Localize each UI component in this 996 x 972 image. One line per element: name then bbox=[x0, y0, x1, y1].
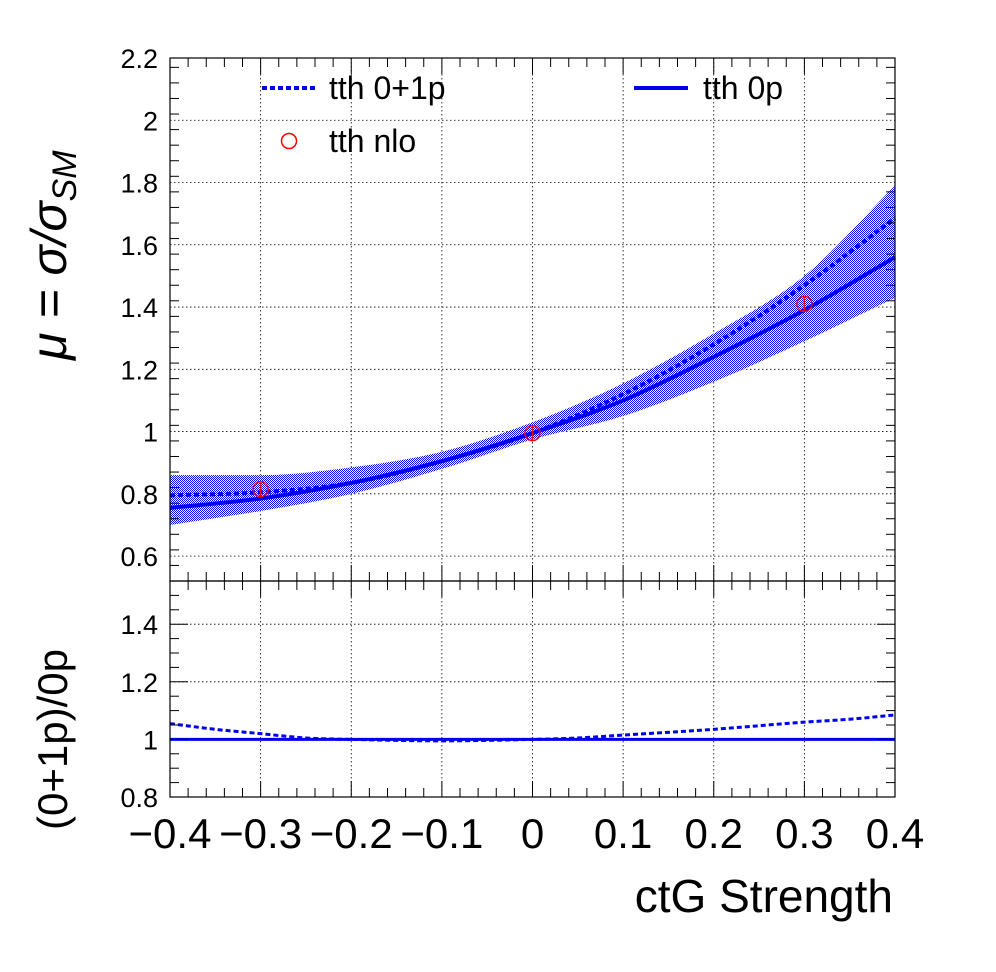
top-y-tick-label: 1.2 bbox=[120, 355, 158, 385]
bottom-y-tick-label: 1.4 bbox=[120, 610, 158, 640]
y-axis-label-main: μ = σ/σ bbox=[21, 200, 77, 362]
x-axis-label: ctG Strength bbox=[635, 870, 893, 922]
legend-label-tth-0p1p: tth 0+1p bbox=[329, 70, 446, 106]
legend: tth 0+1p tth 0p tth nlo bbox=[262, 70, 783, 159]
x-tick-label: 0.1 bbox=[594, 810, 652, 857]
nlo-marker bbox=[524, 424, 541, 442]
top-y-axis-label: μ = σ/σSM bbox=[21, 150, 84, 362]
top-y-tick-label: 0.8 bbox=[120, 480, 158, 510]
x-tick-labels: −0.4 −0.3 −0.2 −0.1 0 0.1 0.2 0.3 0.4 bbox=[129, 810, 925, 857]
top-panel-ticks bbox=[169, 58, 896, 582]
bottom-y-tick-label: 1 bbox=[143, 725, 158, 755]
legend-swatch-marker bbox=[280, 132, 298, 150]
x-tick-label: −0.1 bbox=[400, 810, 483, 857]
top-y-tick-labels: 0.6 0.8 1 1.2 1.4 1.6 1.8 2 2.2 bbox=[120, 44, 158, 572]
nlo-marker bbox=[252, 480, 269, 498]
bottom-y-tick-label: 0.8 bbox=[120, 783, 158, 813]
x-tick-label: 0 bbox=[521, 810, 544, 857]
top-y-tick-label: 1.8 bbox=[120, 169, 158, 199]
x-tick-label: −0.3 bbox=[219, 810, 302, 857]
series-line-tth-0p1p bbox=[169, 216, 897, 498]
top-y-tick-label: 0.6 bbox=[120, 542, 158, 572]
nlo-marker bbox=[796, 295, 813, 313]
top-y-tick-label: 1 bbox=[143, 418, 158, 448]
x-tick-label: −0.2 bbox=[310, 810, 393, 857]
y-axis-label-subscript: SM bbox=[46, 150, 84, 202]
x-tick-label: 0.2 bbox=[685, 810, 743, 857]
bottom-panel-ticks bbox=[169, 580, 896, 798]
bottom-panel-grid bbox=[170, 581, 895, 797]
nlo-markers bbox=[252, 295, 813, 498]
bottom-y-axis-label: (0+1p)/0p bbox=[29, 649, 76, 830]
top-y-tick-label: 2.2 bbox=[120, 44, 158, 74]
ratio-line-dashed bbox=[169, 713, 896, 743]
bottom-y-tick-labels: 0.8 1 1.2 1.4 bbox=[120, 610, 158, 813]
top-y-tick-label: 1.6 bbox=[120, 231, 158, 261]
top-y-tick-label: 1.4 bbox=[120, 293, 158, 323]
x-tick-label: 0.3 bbox=[775, 810, 833, 857]
x-tick-label: −0.4 bbox=[129, 810, 212, 857]
x-tick-label: 0.4 bbox=[866, 810, 924, 857]
bottom-y-tick-label: 1.2 bbox=[120, 668, 158, 698]
svg-text:μ = σ/σSM: μ = σ/σSM bbox=[21, 150, 84, 362]
legend-label-tth-0p: tth 0p bbox=[703, 70, 783, 106]
top-y-tick-label: 2 bbox=[143, 106, 158, 136]
legend-label-tth-nlo: tth nlo bbox=[329, 123, 416, 159]
series-line-tth-0p bbox=[169, 255, 897, 510]
uncertainty-band bbox=[170, 185, 895, 525]
